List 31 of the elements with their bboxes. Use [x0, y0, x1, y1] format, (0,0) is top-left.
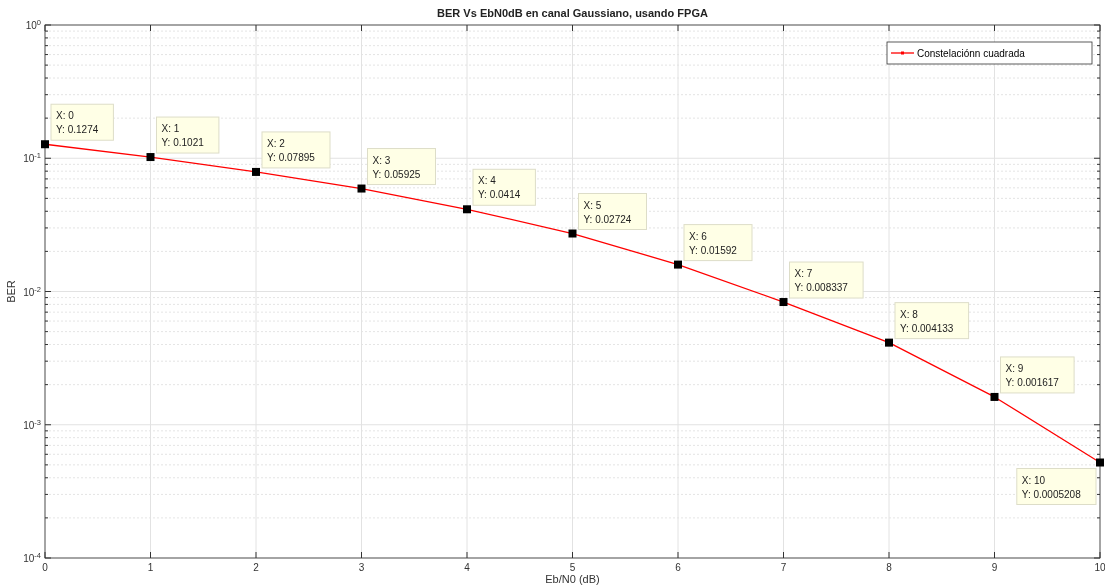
x-tick-label: 9 — [991, 562, 998, 573]
y-axis-title: BER — [5, 280, 17, 303]
x-tick-label: 4 — [464, 562, 471, 573]
y-tick-label: 10$^{-3}$ — [23, 417, 41, 431]
data-label: X: 1 Y: 0.1021 — [161, 123, 205, 149]
x-tick-label: 5 — [569, 562, 576, 573]
x-tick-label: 1 — [147, 562, 154, 573]
data-label: X: 2 Y: 0.07895 — [267, 137, 316, 163]
data-label: X: 5 Y: 0.02724 — [583, 199, 632, 225]
data-label: X: 10 Y: 0.0005208 — [1021, 474, 1082, 500]
data-label: X: 4 Y: 0.0414 — [478, 175, 521, 201]
data-label: X: 7 Y: 0.008337 — [794, 268, 849, 294]
data-label: X: 3 Y: 0.05925 — [372, 154, 421, 180]
x-tick-label: 3 — [358, 562, 365, 573]
x-tick-label: 8 — [886, 562, 893, 573]
y-tick-label: 10$^{0}$ — [25, 17, 41, 31]
x-tick-label: 0 — [42, 562, 49, 573]
x-tick-label: 2 — [253, 562, 260, 573]
y-tick-label: 10$^{-4}$ — [23, 550, 41, 564]
data-label: X: 9 Y: 0.001617 — [1005, 362, 1060, 388]
data-label: X: 8 Y: 0.004133 — [900, 308, 954, 334]
y-tick-label: 10$^{-2}$ — [23, 284, 41, 298]
x-axis-title: Eb/N0 (dB) — [545, 573, 600, 585]
data-label: X: 0 Y: 0.1274 — [56, 110, 99, 136]
x-tick-label: 6 — [675, 562, 682, 573]
data-label: X: 6 Y: 0.01592 — [689, 230, 738, 256]
y-tick-label: 10$^{-1}$ — [23, 150, 41, 165]
x-tick-label: 10 — [1094, 562, 1105, 573]
legend-label: Constelaciónn cuadrada — [917, 47, 1026, 59]
x-tick-label: 7 — [780, 562, 787, 573]
chart-title: BER Vs EbN0dB en canal Gaussiano, usando FPGA — [437, 7, 708, 19]
